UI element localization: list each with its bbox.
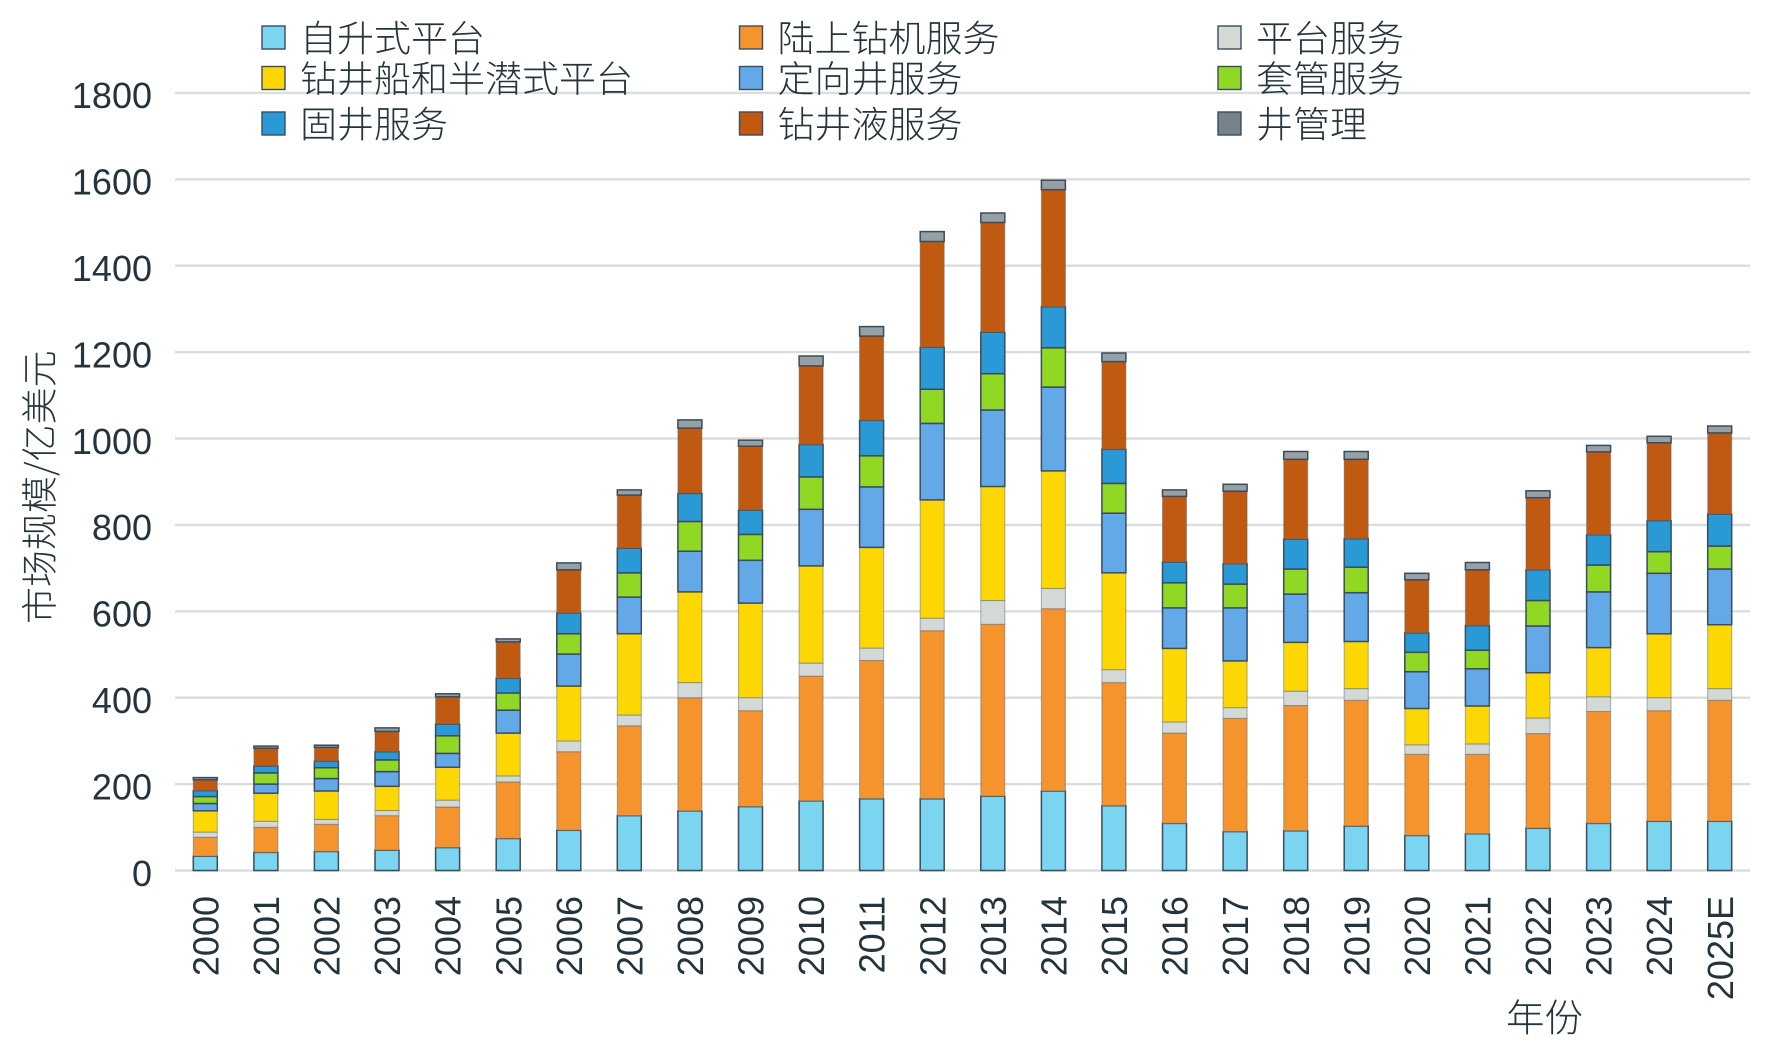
svg-text:2002: 2002 (307, 896, 348, 976)
svg-text:2017: 2017 (1215, 896, 1256, 976)
svg-text:2021: 2021 (1458, 896, 1499, 976)
svg-text:0: 0 (132, 853, 152, 894)
svg-text:1200: 1200 (72, 334, 152, 375)
svg-text:2018: 2018 (1276, 896, 1317, 976)
svg-text:2000: 2000 (185, 896, 226, 976)
svg-text:2019: 2019 (1336, 896, 1377, 976)
svg-text:2025E: 2025E (1700, 896, 1741, 1000)
svg-text:2009: 2009 (731, 896, 772, 976)
svg-text:400: 400 (92, 680, 152, 721)
svg-text:2012: 2012 (912, 896, 953, 976)
svg-text:1000: 1000 (72, 421, 152, 462)
svg-text:2011: 2011 (852, 896, 893, 973)
svg-text:2008: 2008 (670, 896, 711, 976)
svg-text:2020: 2020 (1397, 896, 1438, 976)
svg-text:2023: 2023 (1579, 896, 1620, 976)
svg-text:1600: 1600 (72, 162, 152, 203)
svg-text:2001: 2001 (246, 896, 287, 976)
svg-text:600: 600 (92, 594, 152, 635)
svg-text:2016: 2016 (1155, 896, 1196, 976)
svg-text:2004: 2004 (428, 896, 469, 976)
svg-text:1400: 1400 (72, 248, 152, 289)
svg-text:2022: 2022 (1518, 896, 1559, 976)
svg-text:2005: 2005 (488, 896, 529, 976)
svg-text:2024: 2024 (1639, 896, 1680, 976)
svg-text:1800: 1800 (72, 75, 152, 116)
svg-text:2007: 2007 (609, 896, 650, 976)
svg-text:2014: 2014 (1034, 896, 1075, 976)
svg-text:2006: 2006 (549, 896, 590, 976)
svg-text:2003: 2003 (367, 896, 408, 976)
svg-text:800: 800 (92, 507, 152, 548)
svg-text:200: 200 (92, 766, 152, 807)
svg-text:2013: 2013 (973, 896, 1014, 976)
svg-text:2010: 2010 (791, 896, 832, 976)
svg-text:2015: 2015 (1094, 896, 1135, 976)
